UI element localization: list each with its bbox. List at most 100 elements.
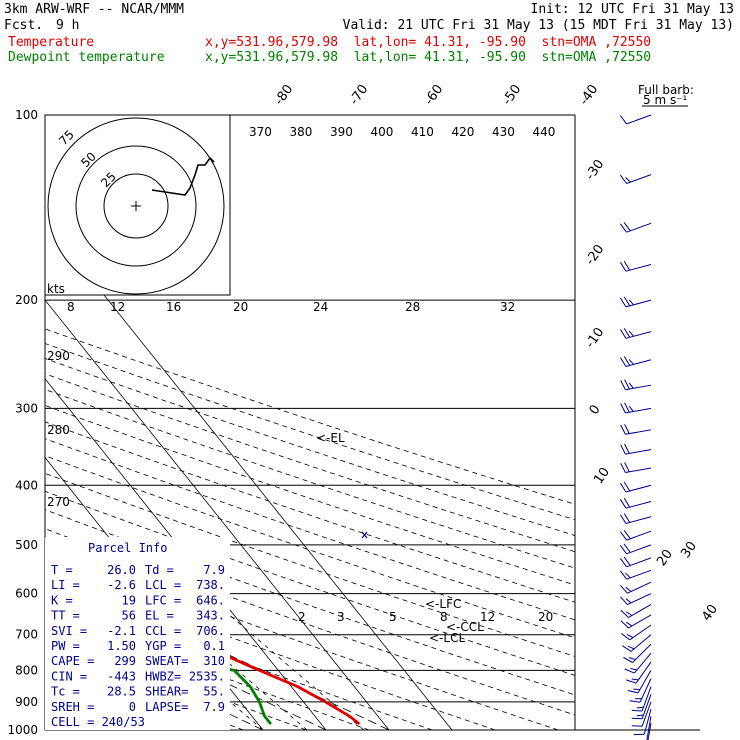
hodograph-frame [44, 114, 231, 296]
wind-barb-staff [626, 114, 652, 125]
wind-barb-flag [625, 572, 631, 579]
isotherm-label: 0 [587, 402, 604, 417]
parcel-info-key: EL = [145, 609, 174, 623]
isotherm-line [0, 115, 11, 730]
wind-barb-flag [636, 706, 644, 709]
hodograph-trace [151, 156, 215, 196]
wind-barb-staff [626, 222, 652, 233]
wind-barb-flag [619, 545, 627, 555]
wind-barb-flag [630, 668, 638, 671]
parcel-info-key: SVI = [51, 624, 87, 638]
parcel-info-key: YGP = [145, 639, 181, 653]
isotherm-label: -10 [583, 325, 607, 351]
init-time: Init: 12 UTC Fri 31 May 13 [530, 2, 735, 17]
wind-barb-flag [628, 299, 634, 306]
wind-barb-staff [625, 429, 652, 435]
parcel-info-cell: CELL = 240/53 [51, 715, 145, 729]
wind-barb-staff [625, 407, 652, 414]
el-marker: <-EL [316, 431, 345, 445]
isotherm-label: -40 [577, 82, 601, 108]
isotherm-label: -50 [500, 82, 524, 108]
temperature-legend: Temperature [8, 35, 95, 50]
wind-barb-staff [625, 500, 652, 509]
wind-barb-staff [625, 263, 652, 272]
dry-adiabat-label: 270 [47, 495, 70, 509]
wind-barb-flag [620, 462, 626, 473]
lfc-marker: <-LFC [425, 597, 461, 611]
wind-barb-flag [623, 556, 631, 566]
wind-barb-flag [619, 223, 627, 233]
wind-barb-flag [624, 379, 630, 390]
mixing-ratio-label: 8 [440, 610, 448, 624]
wind-barb-flag [631, 678, 639, 681]
temperature-location: x,y=531.96,579.98 lat,lon= 41.31, -95.90… [205, 35, 652, 50]
wind-barb-staff [639, 678, 652, 703]
isotherm-label: 30 [678, 539, 700, 561]
mixing-ratio-label: 24 [313, 300, 328, 314]
wind-barb-flag [619, 115, 627, 125]
wind-barb-flag [619, 482, 627, 493]
mixing-ratio-label: 2 [298, 610, 306, 624]
theta-label: 390 [330, 125, 353, 139]
wind-barb-staff [643, 709, 652, 735]
isotherm-label: 10 [591, 465, 613, 487]
wind-barb-flag [628, 382, 634, 389]
wind-barb-flag [619, 329, 627, 339]
wind-barb-flag [627, 645, 635, 650]
pressure-tick-label: 500 [15, 538, 38, 552]
parcel-info-key: Tc = [51, 685, 80, 699]
isotherm-label: -60 [422, 82, 446, 108]
wind-barb-staff [625, 449, 652, 455]
wind-barb-flag [628, 405, 634, 412]
wind-barb-staff [633, 652, 652, 674]
parcel-info-value: -443 [107, 669, 136, 683]
wind-barb-flag [624, 402, 630, 413]
wind-barb-staff [641, 701, 652, 727]
wind-barb-staff [641, 694, 652, 719]
pressure-tick-label: 400 [15, 478, 38, 492]
pressure-tick-label: 300 [15, 401, 38, 415]
wind-barb-flag [628, 330, 634, 337]
wind-barb-flag [622, 645, 632, 652]
pressure-tick-label: 800 [15, 663, 38, 677]
wind-barb-flag [620, 620, 629, 629]
pressure-tick-label: 200 [15, 293, 38, 307]
parcel-info-value: 26.0 [107, 563, 136, 577]
wind-barb-flag [620, 380, 626, 390]
parcel-info-key: CCL = [145, 624, 181, 638]
mixing-ratio-label: 3 [337, 610, 345, 624]
wind-barb-flag [620, 596, 628, 605]
dewpoint-profile [45, 634, 272, 725]
parcel-info-key: SREH = [51, 700, 94, 714]
parcel-info-key: SHEAR= [145, 685, 188, 699]
mixing-ratio-label: 12 [110, 300, 125, 314]
wind-barb-staff [628, 614, 652, 629]
wind-barb-flag [619, 570, 627, 580]
parcel-info-value: 738. [196, 578, 225, 592]
parcel-info-value: 343. [196, 609, 225, 623]
pressure-tick-label: 900 [15, 695, 38, 709]
parcel-info-key: LAPSE= [145, 700, 188, 714]
wind-barb-staff [627, 593, 652, 606]
parcel-info-background [45, 537, 230, 730]
wind-barb-flag [626, 679, 637, 684]
wind-barb-staff [628, 604, 652, 618]
wind-barb-flag [629, 700, 641, 703]
pressure-tick-label: 600 [15, 587, 38, 601]
wind-barb-flag [624, 424, 630, 434]
isotherm-line [45, 378, 327, 730]
parcel-info-value: 19 [122, 593, 136, 607]
plot-frame [44, 114, 576, 731]
wind-barb-flag [625, 598, 632, 604]
wind-barb-flag [619, 357, 627, 367]
wind-barb-flag [621, 633, 631, 641]
theta-label: 420 [452, 125, 475, 139]
wind-barb-flag [620, 609, 629, 618]
dewpoint-location: x,y=531.96,579.98 lat,lon= 41.31, -95.90… [205, 50, 652, 65]
wind-barb-flag [619, 297, 627, 308]
forecast-label: Fcst. [4, 18, 44, 33]
wind-barb-flag [619, 262, 627, 272]
wind-barb-staff [625, 484, 652, 493]
